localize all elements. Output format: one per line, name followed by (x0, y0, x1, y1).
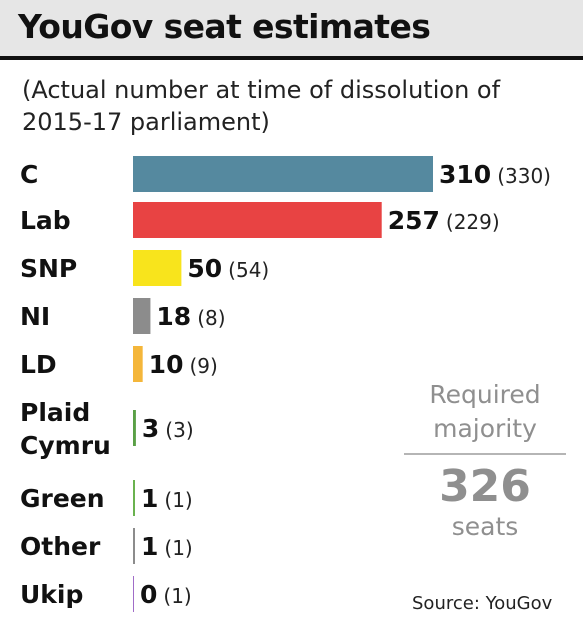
category-label-7: Other (20, 532, 101, 561)
category-label-3: NI (20, 302, 50, 331)
category-label-1: Lab (20, 206, 71, 235)
bar-4 (133, 346, 143, 382)
category-label-2: SNP (20, 254, 77, 283)
category-label-0: C (20, 160, 38, 189)
value-label-7: 1 (1) (141, 532, 193, 561)
value-label-1: 257 (229) (388, 206, 500, 235)
category-label-5: Plaid Cymru (20, 398, 111, 460)
chart-title: YouGov seat estimates (18, 7, 431, 46)
bar-0 (133, 156, 433, 192)
source-note: Source: YouGov (412, 593, 553, 614)
value-label-3: 18 (8) (156, 302, 225, 331)
category-label-8: Ukip (20, 580, 83, 609)
bar-3 (133, 298, 151, 334)
bar-6 (133, 480, 135, 516)
majority-label: Required majority (429, 380, 541, 443)
bar-1 (133, 202, 382, 238)
value-label-6: 1 (1) (141, 484, 193, 513)
category-label-6: Green (20, 484, 105, 513)
majority-divider (404, 453, 566, 455)
category-label-4: LD (20, 350, 57, 379)
bar-5 (133, 410, 136, 446)
value-label-2: 50 (54) (187, 254, 269, 283)
chart-subtitle: (Actual number at time of dissolution of… (22, 76, 501, 136)
title-bar: YouGov seat estimates (0, 0, 583, 56)
value-label-5: 3 (3) (142, 414, 194, 443)
value-label-4: 10 (9) (149, 350, 218, 379)
required-majority-panel: Required majority 326 seats (404, 378, 566, 543)
majority-value: 326 (439, 461, 531, 512)
value-label-0: 310 (330) (439, 160, 551, 189)
title-rule (0, 56, 583, 60)
bar-2 (133, 250, 182, 286)
bar-8 (133, 576, 134, 612)
value-label-8: 0 (1) (140, 580, 192, 609)
bar-7 (133, 528, 135, 564)
majority-unit: seats (451, 512, 519, 541)
